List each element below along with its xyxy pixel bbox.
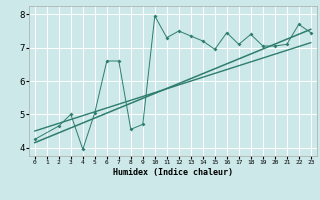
X-axis label: Humidex (Indice chaleur): Humidex (Indice chaleur) — [113, 168, 233, 177]
